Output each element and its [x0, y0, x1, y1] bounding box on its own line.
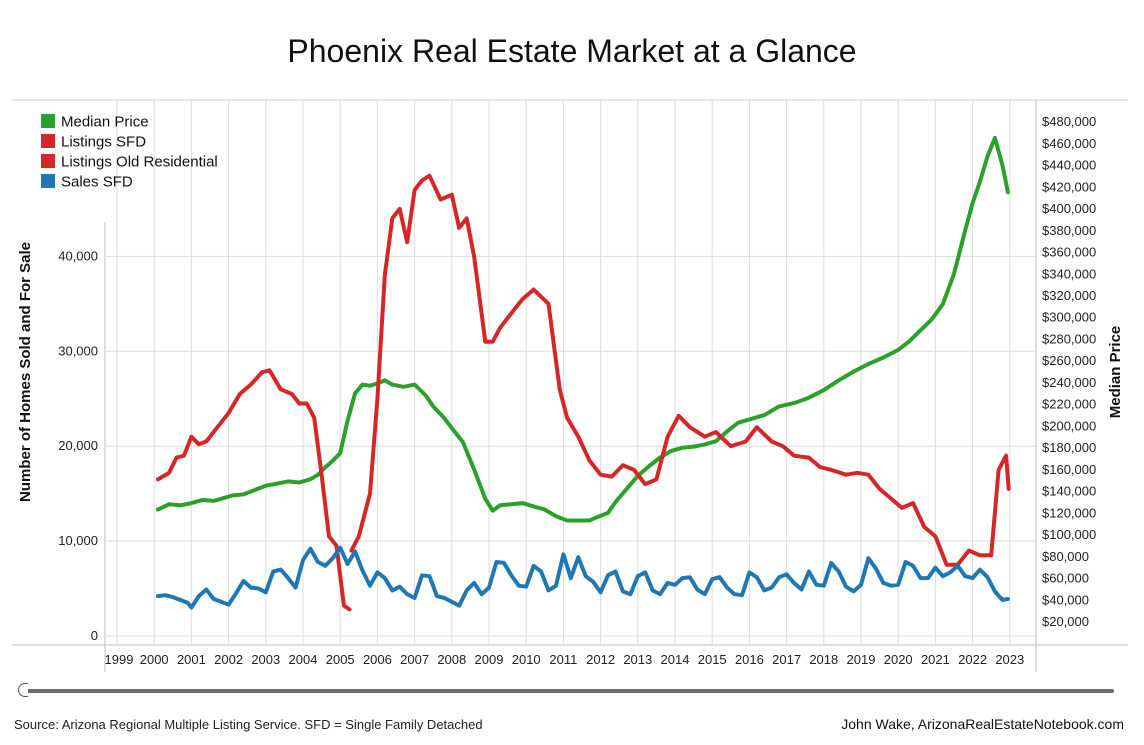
x-tick-label: 2017 [772, 652, 801, 667]
series-line-median-price [155, 135, 1010, 523]
series-line-sales-sfd [155, 545, 1010, 610]
y2-tick-label: $360,000 [1042, 245, 1096, 260]
y-tick-label: 20,000 [58, 438, 98, 453]
legend-swatch [41, 174, 55, 188]
legend-label: Median Price [61, 114, 149, 131]
x-tick-label: 2015 [698, 652, 727, 667]
credit-note: John Wake, ArizonaRealEstateNotebook.com [841, 716, 1124, 732]
y2-tick-label: $100,000 [1042, 527, 1096, 542]
series-layer [155, 135, 1011, 612]
x-tick-label: 2011 [549, 652, 577, 667]
x-tick-label: 2007 [400, 652, 429, 667]
x-tick-label: 2014 [661, 652, 690, 667]
x-tick-label: 2006 [363, 652, 392, 667]
y2-tick-label: $260,000 [1042, 353, 1096, 368]
source-note: Source: Arizona Regional Multiple Listin… [14, 717, 483, 732]
x-tick-label: 2012 [586, 652, 615, 667]
x-tick-label: 2002 [214, 652, 243, 667]
legend-swatch [41, 114, 55, 128]
x-tick-label: 2022 [958, 652, 987, 667]
legend: Median Price Listings SFD Listings Old Res… [41, 114, 218, 191]
y-tick-label: 30,000 [58, 343, 98, 358]
y-tick-label: 10,000 [58, 533, 98, 548]
x-tick-label: 1999 [105, 652, 134, 667]
timeline-scrollbar-track[interactable] [24, 689, 1114, 693]
y2-tick-label: $220,000 [1042, 397, 1096, 412]
y-tick-label: 0 [91, 628, 98, 643]
y2-tick-label: $460,000 [1042, 136, 1096, 151]
y-axis-title: Number of Homes Sold and For Sale [17, 242, 34, 502]
y2-tick-label: $120,000 [1042, 505, 1096, 520]
x-tick-label: 2008 [437, 652, 466, 667]
x-tick-label: 2019 [847, 652, 876, 667]
x-tick-label: 2004 [289, 652, 318, 667]
y2-tick-label: $160,000 [1042, 462, 1096, 477]
y2-tick-label: $320,000 [1042, 288, 1096, 303]
y2-tick-label: $20,000 [1042, 614, 1089, 629]
x-tick-label: 2000 [140, 652, 169, 667]
timeline-scrollbar-handle[interactable] [18, 683, 28, 697]
y2-tick-label: $280,000 [1042, 331, 1096, 346]
y2-tick-label: $420,000 [1042, 179, 1096, 194]
axis-layer: 1999 2000 2001 2002 2003 2004 2005 2006 2007 2008… [17, 114, 1124, 667]
x-tick-label: 2020 [884, 652, 913, 667]
series-line-listings-sfd [155, 368, 352, 612]
x-tick-label: 2009 [475, 652, 504, 667]
legend-swatch [41, 154, 55, 168]
y2-tick-label: $340,000 [1042, 266, 1096, 281]
y2-tick-label: $200,000 [1042, 418, 1096, 433]
x-tick-label: 2013 [623, 652, 652, 667]
y2-tick-label: $240,000 [1042, 375, 1096, 390]
x-tick-label: 2021 [921, 652, 950, 667]
y2-axis-title: Median Price [1107, 326, 1124, 419]
y2-tick-label: $300,000 [1042, 310, 1096, 325]
x-tick-label: 2023 [995, 652, 1024, 667]
y2-tick-label: $380,000 [1042, 223, 1096, 238]
grid-layer [12, 99, 1128, 672]
y2-tick-label: $400,000 [1042, 201, 1096, 216]
x-tick-label: 2018 [809, 652, 838, 667]
chart-title: Phoenix Real Estate Market at a Glance [287, 33, 857, 69]
legend-swatch [41, 134, 55, 148]
legend-label: Sales SFD [61, 174, 133, 191]
y2-tick-label: $40,000 [1042, 592, 1089, 607]
x-tick-label: 2010 [512, 652, 541, 667]
x-tick-label: 2003 [251, 652, 280, 667]
series-line-listings-old-residential [349, 173, 1011, 567]
y2-tick-label: $480,000 [1042, 114, 1096, 129]
y2-tick-label: $440,000 [1042, 158, 1096, 173]
y2-tick-label: $140,000 [1042, 484, 1096, 499]
legend-label: Listings Old Residential [61, 154, 218, 171]
y2-tick-label: $60,000 [1042, 571, 1089, 586]
y-tick-label: 40,000 [58, 248, 98, 263]
x-tick-label: 2005 [326, 652, 355, 667]
y2-tick-label: $80,000 [1042, 549, 1089, 564]
y2-tick-label: $180,000 [1042, 440, 1096, 455]
x-tick-label: 2016 [735, 652, 764, 667]
x-tick-label: 2001 [177, 652, 206, 667]
legend-label: Listings SFD [61, 134, 146, 151]
